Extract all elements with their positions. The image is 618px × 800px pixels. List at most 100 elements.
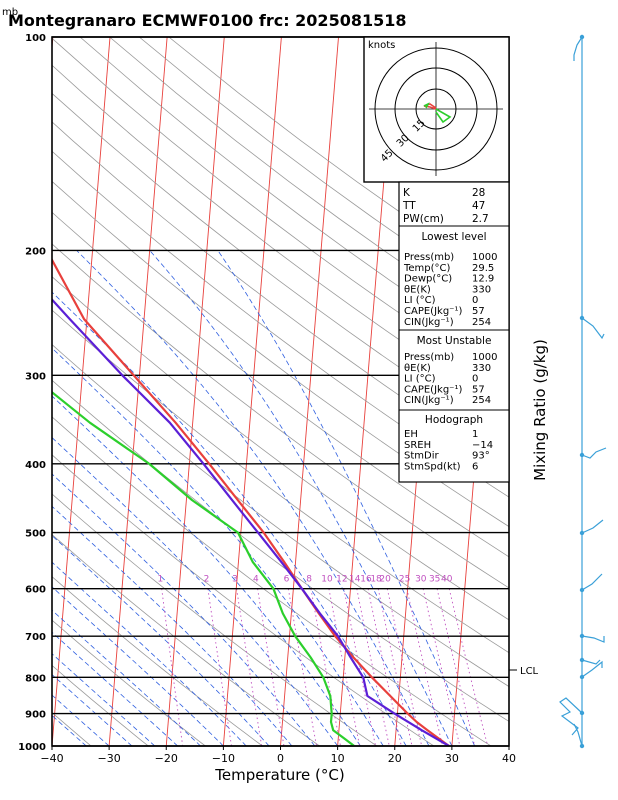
pressure-unit-label: mb <box>2 7 18 18</box>
mixing-ratio-line <box>236 588 263 746</box>
x-axis-label: Temperature (°C) <box>214 766 344 784</box>
hodograph-stats-rows: EH 1 SREH −14 StmDir 93° StmSpd(kt) 6 <box>404 429 493 472</box>
moist-adiabat-line <box>52 347 384 746</box>
lowest-level-row-value: 330 <box>472 284 491 295</box>
isotherm-line <box>222 37 282 746</box>
dry-adiabat-line <box>52 211 509 558</box>
wind-barb-500 <box>581 519 604 534</box>
mixing-ratio-label: 4 <box>253 574 259 584</box>
dry-adiabat-line <box>52 576 263 746</box>
mixing-ratio-label: 30 <box>415 574 427 584</box>
moist-adiabat-line <box>52 561 247 746</box>
indices-panel-frame <box>398 181 510 483</box>
most-unstable-row-label: Press(mb) <box>404 352 454 363</box>
dry-adiabat-line <box>52 121 509 469</box>
hodograph-stat-row-value: −14 <box>472 440 493 451</box>
hodograph-stat-row-label: SREH <box>404 440 431 451</box>
hodograph: knots 15 30 45 <box>363 36 510 183</box>
mixing-ratio-line <box>161 588 184 746</box>
pressure-tick-label: 900 <box>25 710 46 721</box>
dry-adiabat-line <box>52 664 149 746</box>
lowest-level-row-label: CAPE(Jkg⁻¹) <box>404 306 462 317</box>
moist-adiabat-line <box>52 535 270 746</box>
hodograph-trace-mid <box>435 108 452 124</box>
wind-barb-750 <box>581 659 601 665</box>
dry-adiabat-line <box>52 276 509 621</box>
sounding-traces <box>52 257 450 746</box>
mixing-ratio-line <box>406 588 444 746</box>
dry-adiabat-line <box>52 379 509 722</box>
hodograph-stat-row-label: StmSpd(kt) <box>404 461 461 472</box>
temperature-trace <box>52 257 450 746</box>
hodograph-stat-row-value: 6 <box>472 461 478 472</box>
lowest-level-row-value: 29.5 <box>472 263 494 274</box>
most-unstable-title: Most Unstable <box>417 335 492 347</box>
dry-adiabat-line <box>52 493 378 746</box>
mixing-ratio-label: 10 <box>321 574 333 584</box>
lowest-level-row-value: 0 <box>472 295 478 306</box>
tt-index-label: TT <box>402 200 416 212</box>
mixing-ratio-label: 1 <box>157 574 163 584</box>
temperature-axis: −40 −30 −20 −10 0 10 20 30 40 <box>40 746 516 765</box>
wind-barb-800 <box>581 660 603 678</box>
hodograph-stat-row-label: StmDir <box>404 451 439 462</box>
mixing-ratio-label: 25 <box>399 574 410 584</box>
wind-barb-600 <box>581 573 603 591</box>
wind-profile <box>559 34 607 749</box>
moist-adiabat-line <box>52 631 178 746</box>
temperature-tick-label: −30 <box>98 752 121 765</box>
most-unstable-row-label: θE(K) <box>404 363 431 374</box>
moist-adiabat-line <box>52 609 201 746</box>
moist-adiabat-line <box>52 694 110 746</box>
wind-barb-700 <box>581 635 605 643</box>
temperature-tick-label: 40 <box>502 752 516 765</box>
isotherm-line <box>52 37 111 746</box>
dry-adiabat-line <box>52 619 206 746</box>
pressure-tick-label: 600 <box>25 585 46 596</box>
hodograph-stat-row-value: 1 <box>472 429 478 440</box>
mixing-ratio-label: 20 <box>379 574 391 584</box>
mixing-ratio-label: 40 <box>441 574 453 584</box>
hodograph-unit-label: knots <box>368 40 395 51</box>
most-unstable-row-value: 330 <box>472 363 491 374</box>
moist-adiabat-line <box>52 395 361 746</box>
k-index-value: 28 <box>472 187 485 199</box>
background-lines <box>52 37 509 746</box>
moist-adiabat-line <box>52 653 156 746</box>
k-index-label: K <box>403 187 411 199</box>
wind-barb-400 <box>581 447 607 459</box>
pressure-tick-label: 200 <box>25 246 46 257</box>
mixing-ratio-label: 18 <box>370 574 382 584</box>
moist-adiabat-line <box>52 473 316 746</box>
mixing-ratio-line <box>436 588 476 746</box>
mixing-ratio-line <box>257 588 285 746</box>
most-unstable-row-value: 57 <box>472 384 485 395</box>
hodograph-trace-upper <box>423 102 430 109</box>
dry-adiabat-line <box>52 309 509 654</box>
dry-adiabat-line <box>52 454 435 746</box>
lowest-level-title: Lowest level <box>421 231 486 243</box>
lowest-level-rows: Press(mb) 1000 Temp(°C) 29.5 Dewp(°C) 12.9 θE(… <box>403 252 497 328</box>
pw-value: 2.7 <box>472 213 489 225</box>
tt-index-value: 47 <box>472 200 485 212</box>
pressure-tick-label: 300 <box>25 371 46 382</box>
pressure-tick-label: 100 <box>25 33 46 44</box>
moist-adiabat-line <box>52 674 133 746</box>
dry-adiabat-line <box>52 92 509 441</box>
pressure-tick-label: 1000 <box>18 742 46 753</box>
mixing-ratio-label: 35 <box>429 574 440 584</box>
mixing-ratio-label: 16 <box>360 574 372 584</box>
wind-barb-900 <box>559 697 583 736</box>
mixing-ratio-label: 14 <box>349 574 361 584</box>
mixing-ratio-label: 2 <box>204 574 210 584</box>
mixing-ratio-label: 12 <box>336 574 347 584</box>
pressure-tick-label: 700 <box>25 632 46 643</box>
hodograph-stat-row-label: EH <box>404 429 418 440</box>
temperature-tick-label: 20 <box>388 752 402 765</box>
most-unstable-row-label: CIN(Jkg⁻¹) <box>404 395 454 406</box>
dry-adiabat-line <box>52 150 509 498</box>
chart-title: Montegranaro ECMWF0100 frc: 2025081518 <box>8 11 407 30</box>
pressure-tick-label: 500 <box>25 529 46 540</box>
